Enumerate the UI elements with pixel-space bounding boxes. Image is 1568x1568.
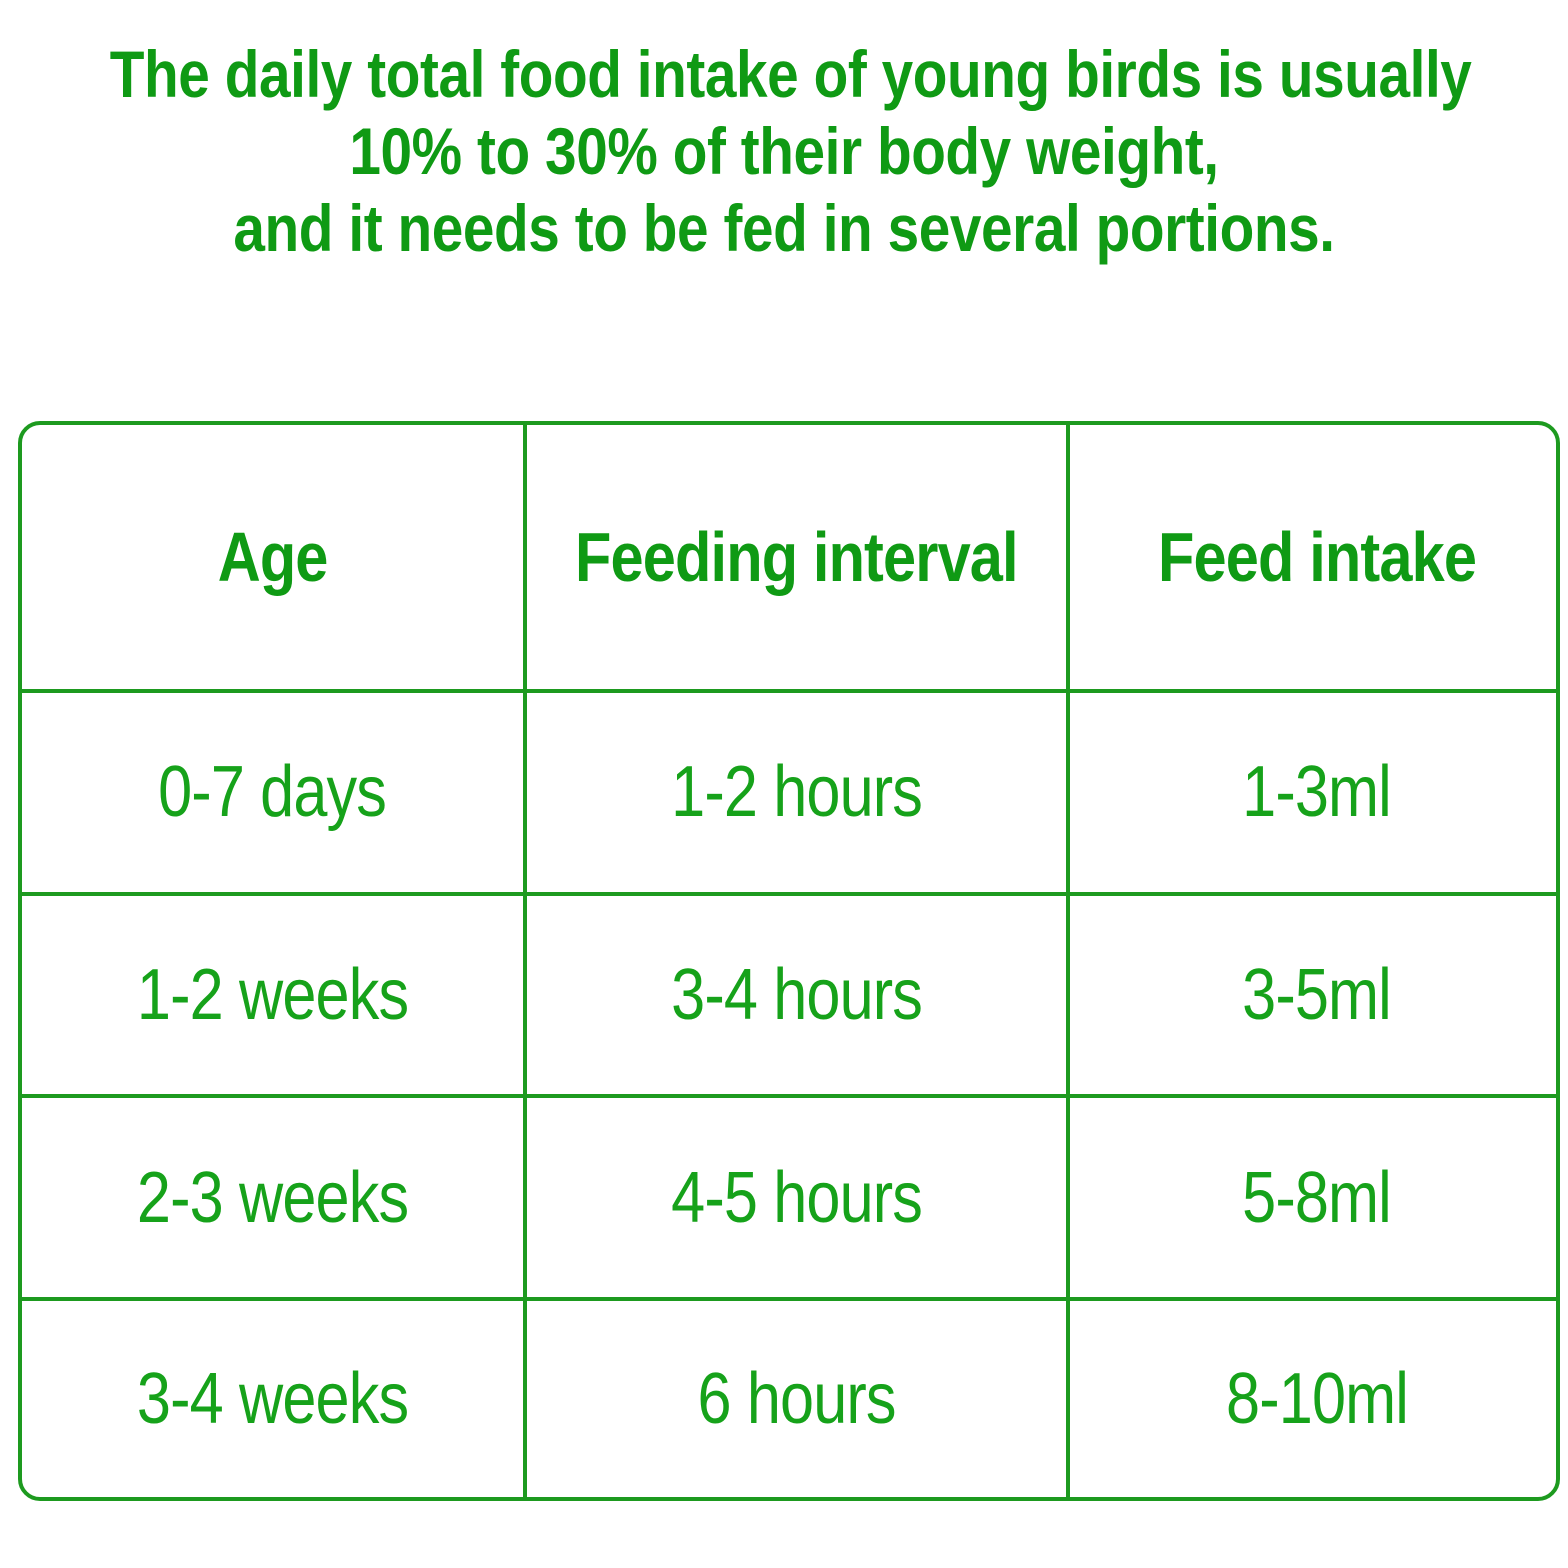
cell-age: 3-4 weeks	[22, 1297, 527, 1497]
cell-age: 0-7 days	[22, 689, 527, 896]
cell-intake: 1-3ml	[1066, 689, 1556, 896]
table-row: 1-2 weeks 3-4 hours 3-5ml	[22, 891, 1556, 1099]
table-header-row: Age Feeding interval Feed intake	[22, 425, 1556, 693]
cell-intake: 3-5ml	[1066, 891, 1556, 1099]
cell-intake: 5-8ml	[1066, 1094, 1556, 1302]
table-row: 0-7 days 1-2 hours 1-3ml	[22, 689, 1556, 896]
header-feeding-interval: Feeding interval	[523, 425, 1070, 693]
table-row: 3-4 weeks 6 hours 8-10ml	[22, 1297, 1556, 1497]
cell-intake: 8-10ml	[1066, 1297, 1556, 1497]
cell-interval: 1-2 hours	[523, 689, 1070, 896]
headline-line-3: and it needs to be fed in several portio…	[233, 191, 1335, 265]
cell-interval: 4-5 hours	[523, 1094, 1070, 1302]
header-age: Age	[22, 425, 527, 693]
table-row: 2-3 weeks 4-5 hours 5-8ml	[22, 1094, 1556, 1302]
cell-age: 1-2 weeks	[22, 891, 527, 1099]
headline-line-1: The daily total food intake of young bir…	[109, 37, 1472, 111]
header-feed-intake: Feed intake	[1066, 425, 1556, 693]
headline-line-2: 10% to 30% of their body weight,	[349, 114, 1219, 188]
feeding-table: Age Feeding interval Feed intake 0-7 day…	[18, 421, 1560, 1501]
cell-interval: 6 hours	[523, 1297, 1070, 1497]
cell-interval: 3-4 hours	[523, 891, 1070, 1099]
cell-age: 2-3 weeks	[22, 1094, 527, 1302]
headline: The daily total food intake of young bir…	[109, 36, 1472, 267]
